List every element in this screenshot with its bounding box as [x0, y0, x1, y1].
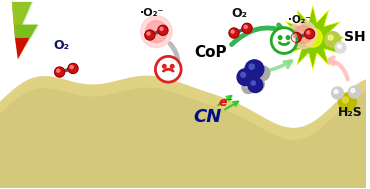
Circle shape: [307, 31, 310, 34]
Circle shape: [248, 78, 263, 93]
Polygon shape: [12, 2, 38, 59]
Circle shape: [251, 81, 255, 85]
Circle shape: [147, 32, 150, 35]
Circle shape: [145, 21, 167, 43]
Circle shape: [141, 16, 172, 47]
Circle shape: [338, 45, 341, 48]
Circle shape: [255, 66, 270, 81]
Polygon shape: [281, 6, 344, 69]
Circle shape: [339, 93, 356, 111]
Circle shape: [343, 97, 349, 103]
FancyArrowPatch shape: [327, 57, 348, 79]
Circle shape: [351, 89, 355, 93]
Circle shape: [244, 25, 247, 28]
Circle shape: [160, 27, 163, 30]
Circle shape: [68, 64, 78, 74]
Circle shape: [229, 28, 239, 38]
Circle shape: [271, 28, 297, 53]
Circle shape: [328, 35, 333, 40]
Circle shape: [242, 81, 255, 94]
Circle shape: [335, 42, 346, 53]
Circle shape: [349, 86, 360, 98]
Circle shape: [324, 32, 340, 47]
Circle shape: [162, 64, 166, 68]
Text: e⁻: e⁻: [218, 96, 233, 109]
Circle shape: [158, 25, 168, 35]
Circle shape: [249, 64, 255, 69]
Polygon shape: [12, 2, 38, 59]
Polygon shape: [12, 2, 32, 25]
Circle shape: [245, 60, 264, 79]
FancyArrowPatch shape: [170, 44, 178, 73]
Polygon shape: [15, 38, 30, 59]
Text: SH: SH: [344, 30, 366, 44]
Circle shape: [253, 80, 258, 84]
Circle shape: [278, 36, 282, 39]
Text: CN: CN: [194, 108, 222, 126]
FancyArrowPatch shape: [268, 61, 292, 71]
Circle shape: [55, 67, 65, 77]
Circle shape: [70, 66, 73, 69]
Text: O₂: O₂: [53, 40, 69, 52]
Circle shape: [258, 69, 263, 74]
Circle shape: [286, 36, 290, 39]
Circle shape: [171, 64, 174, 68]
Circle shape: [303, 28, 322, 47]
Text: CoP: CoP: [195, 45, 227, 60]
Circle shape: [291, 32, 301, 42]
Circle shape: [245, 84, 249, 87]
Circle shape: [231, 30, 234, 33]
Polygon shape: [0, 76, 366, 140]
Circle shape: [294, 26, 312, 43]
Circle shape: [57, 69, 60, 72]
Text: O₂: O₂: [232, 7, 248, 20]
Polygon shape: [0, 76, 366, 188]
Circle shape: [241, 72, 245, 77]
Circle shape: [289, 21, 317, 48]
Circle shape: [332, 87, 343, 99]
Circle shape: [242, 23, 252, 33]
Text: ·O₂⁻: ·O₂⁻: [140, 8, 165, 18]
Circle shape: [250, 77, 264, 91]
Circle shape: [293, 34, 296, 38]
Polygon shape: [13, 2, 39, 59]
FancyArrowPatch shape: [232, 25, 285, 45]
Circle shape: [155, 56, 181, 82]
Circle shape: [334, 90, 338, 94]
FancyArrowPatch shape: [218, 96, 231, 105]
Circle shape: [145, 30, 155, 40]
Circle shape: [237, 69, 254, 86]
Circle shape: [305, 29, 314, 39]
Text: H₂S: H₂S: [338, 106, 363, 119]
FancyArrowPatch shape: [225, 101, 238, 109]
Polygon shape: [13, 2, 38, 59]
Text: ·O₂⁻: ·O₂⁻: [287, 15, 310, 25]
